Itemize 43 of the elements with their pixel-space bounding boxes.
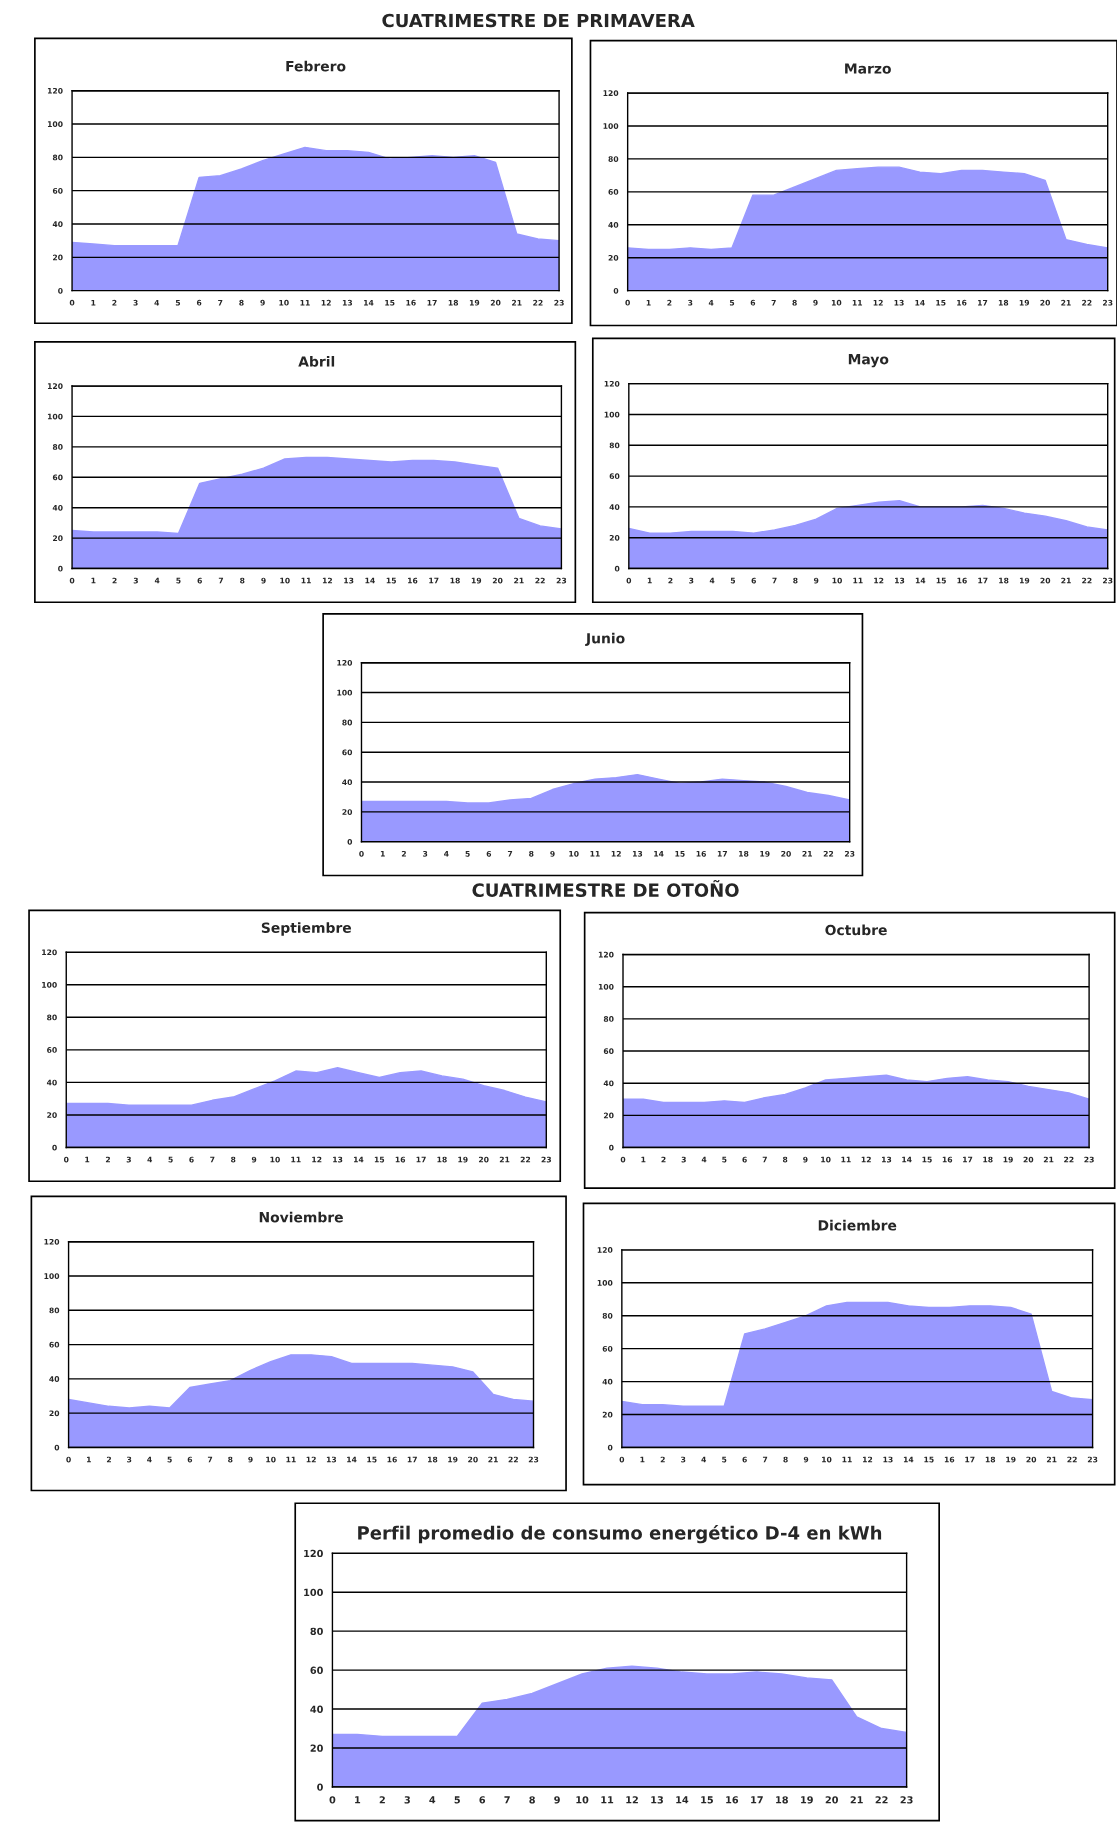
x-tick-label: 21 [850, 1796, 863, 1804]
x-tick-label: 13 [651, 1796, 663, 1804]
x-tick-label: 17 [751, 1796, 763, 1804]
x-tick-label: 3 [404, 1796, 410, 1804]
chart-title: Septiembre [261, 922, 352, 936]
x-tick-label: 1 [355, 1796, 361, 1804]
text: CUATRIMESTRE DE OTOÑO [472, 880, 739, 897]
text: CUATRIMESTRE DE PRIMAVERA [382, 13, 695, 28]
chart-title: Febrero [286, 60, 346, 72]
x-tick-label: 7 [504, 1796, 510, 1804]
x-tick-label: 23 [900, 1796, 913, 1804]
x-tick-label: 16 [726, 1796, 739, 1804]
x-tick-label: 15 [701, 1796, 713, 1804]
x-tick-label: 18 [776, 1796, 788, 1804]
y-tick-label: 60 [310, 1666, 323, 1674]
x-tick-label: 20 [825, 1796, 839, 1804]
x-tick-label: 14 [676, 1796, 689, 1804]
chart-title: Octubre [825, 924, 887, 936]
chart-title: Junio [585, 632, 625, 647]
x-tick-label: 0 [329, 1796, 336, 1804]
x-tick-label: 5 [454, 1796, 460, 1804]
chart-title: Diciembre [818, 1219, 897, 1231]
y-tick-label: 100 [304, 1588, 323, 1597]
chart-title: Perfil promedio de consumo energético D-4 en kWh [358, 1524, 882, 1544]
x-tick-label: 22 [875, 1796, 888, 1804]
y-tick-label: 0 [317, 1783, 323, 1791]
x-tick-label: 4 [429, 1796, 436, 1804]
x-tick-label: 12 [626, 1796, 638, 1804]
y-tick-label: 120 [304, 1549, 323, 1558]
chart-title: Mayo [848, 354, 889, 368]
y-tick-label: 20 [310, 1744, 323, 1752]
x-tick-label: 8 [529, 1796, 535, 1804]
x-tick-label: 6 [479, 1796, 486, 1804]
y-tick-label: 80 [310, 1627, 323, 1635]
x-tick-label: 2 [379, 1796, 385, 1804]
chart-title: Noviembre [259, 1211, 343, 1223]
x-tick-label: 19 [801, 1796, 813, 1804]
x-tick-label: 10 [576, 1796, 589, 1804]
y-tick-label: 40 [310, 1705, 323, 1713]
chart-title: Marzo [845, 63, 891, 74]
x-tick-label: 11 [601, 1796, 614, 1804]
chart-title: Abril [298, 355, 335, 367]
x-tick-label: 9 [554, 1796, 560, 1804]
